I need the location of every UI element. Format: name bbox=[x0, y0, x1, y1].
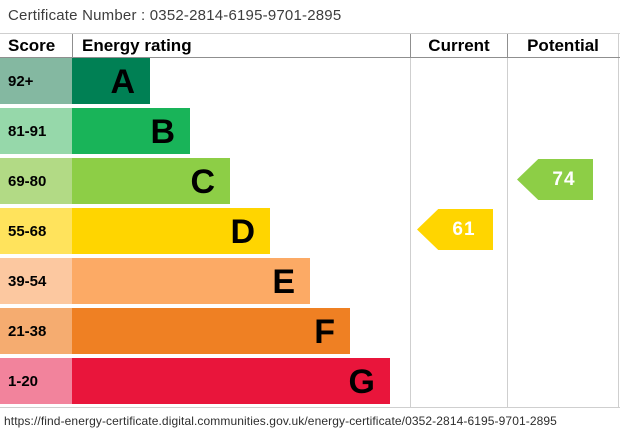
table-right-border bbox=[618, 58, 619, 408]
band-score: 1-20 bbox=[0, 358, 72, 406]
band-bar: F bbox=[72, 308, 350, 356]
band-score: 69-80 bbox=[0, 158, 72, 206]
table-header: Score Energy rating Current Potential bbox=[0, 34, 620, 58]
potential-rating-value: 74 bbox=[552, 168, 576, 190]
header-potential: Potential bbox=[507, 34, 619, 57]
energy-band-row: 81-91 B bbox=[0, 108, 620, 158]
band-score: 81-91 bbox=[0, 108, 72, 156]
current-rating-value: 61 bbox=[452, 218, 476, 240]
band-score: 92+ bbox=[0, 58, 72, 106]
certificate-url: https://find-energy-certificate.digital.… bbox=[4, 414, 557, 428]
energy-band-row: 92+ A bbox=[0, 58, 620, 108]
energy-band-row: 21-38 F bbox=[0, 308, 620, 358]
band-bar: C bbox=[72, 158, 230, 206]
energy-band-row: 39-54 E bbox=[0, 258, 620, 308]
energy-rating-table: Score Energy rating Current Potential 61… bbox=[0, 33, 620, 408]
band-bar: B bbox=[72, 108, 190, 156]
band-bar: E bbox=[72, 258, 310, 306]
current-column-divider bbox=[410, 58, 411, 408]
energy-band-row: 69-80 C bbox=[0, 158, 620, 208]
band-score: 39-54 bbox=[0, 258, 72, 306]
band-score: 21-38 bbox=[0, 308, 72, 356]
band-bar: D bbox=[72, 208, 270, 256]
certificate-number: Certificate Number : 0352-2814-6195-9701… bbox=[8, 7, 342, 24]
header-energy-rating: Energy rating bbox=[82, 36, 192, 55]
band-bar: A bbox=[72, 58, 150, 106]
band-bar: G bbox=[72, 358, 390, 406]
energy-band-row: 55-68 D bbox=[0, 208, 620, 258]
header-current: Current bbox=[410, 34, 507, 57]
band-score: 55-68 bbox=[0, 208, 72, 256]
table-bottom-border bbox=[0, 407, 620, 408]
epc-body: 61 74 92+ A 81-91 B 69-80 C 55-68 D 39-5… bbox=[0, 58, 620, 408]
header-score: Score bbox=[0, 34, 73, 57]
potential-column-divider bbox=[507, 58, 508, 408]
energy-band-row: 1-20 G bbox=[0, 358, 620, 408]
